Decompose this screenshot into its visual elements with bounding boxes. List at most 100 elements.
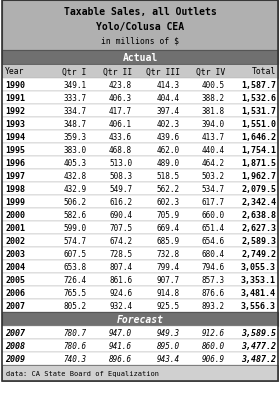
Text: 780.6: 780.6: [64, 341, 87, 350]
Text: 674.2: 674.2: [109, 237, 132, 245]
Text: 924.6: 924.6: [109, 288, 132, 297]
Text: 1993: 1993: [5, 120, 25, 129]
Text: 2,589.3: 2,589.3: [241, 237, 276, 245]
Text: Year: Year: [5, 67, 25, 76]
Text: 2008: 2008: [5, 341, 25, 350]
Text: 439.6: 439.6: [157, 133, 180, 142]
Text: 1994: 1994: [5, 133, 25, 142]
Bar: [2, 339, 278, 352]
Bar: [2, 118, 278, 131]
Text: 794.6: 794.6: [202, 262, 225, 271]
Text: 334.7: 334.7: [64, 107, 87, 116]
Text: 914.8: 914.8: [157, 288, 180, 297]
Bar: [2, 144, 278, 157]
Text: 1992: 1992: [5, 107, 25, 116]
Bar: [2, 209, 278, 221]
Text: 2007: 2007: [5, 301, 25, 310]
Text: 3,556.3: 3,556.3: [241, 301, 276, 310]
Text: 1,531.7: 1,531.7: [241, 107, 276, 116]
Text: 912.6: 912.6: [202, 328, 225, 337]
Text: 503.2: 503.2: [202, 172, 225, 180]
Text: 599.0: 599.0: [64, 223, 87, 233]
Text: 2004: 2004: [5, 262, 25, 271]
Bar: [2, 221, 278, 235]
Text: 349.1: 349.1: [64, 81, 87, 90]
Text: 333.7: 333.7: [64, 94, 87, 103]
Text: 388.2: 388.2: [202, 94, 225, 103]
Text: Qtr IV: Qtr IV: [196, 67, 225, 76]
Text: 1996: 1996: [5, 159, 25, 168]
Text: 680.4: 680.4: [202, 249, 225, 258]
Text: 602.3: 602.3: [157, 198, 180, 207]
Text: 468.8: 468.8: [109, 146, 132, 155]
Text: 893.2: 893.2: [202, 301, 225, 310]
Text: 896.6: 896.6: [109, 354, 132, 363]
Text: 1,962.7: 1,962.7: [241, 172, 276, 180]
Text: Yolo/Colusa CEA: Yolo/Colusa CEA: [96, 22, 184, 32]
Text: 925.5: 925.5: [157, 301, 180, 310]
Text: 1991: 1991: [5, 94, 25, 103]
Text: 1,532.6: 1,532.6: [241, 94, 276, 103]
Text: 654.6: 654.6: [202, 237, 225, 245]
Text: Taxable Sales, all Outlets: Taxable Sales, all Outlets: [64, 7, 216, 17]
Text: 861.6: 861.6: [109, 275, 132, 284]
Text: 617.7: 617.7: [202, 198, 225, 207]
Text: 433.6: 433.6: [109, 133, 132, 142]
Text: 947.0: 947.0: [109, 328, 132, 337]
Bar: [2, 286, 278, 299]
Text: 562.2: 562.2: [157, 184, 180, 194]
Bar: [2, 157, 278, 170]
Text: 3,481.4: 3,481.4: [241, 288, 276, 297]
Text: 2,749.2: 2,749.2: [241, 249, 276, 258]
Bar: [2, 299, 278, 312]
Bar: [2, 170, 278, 182]
Text: 651.4: 651.4: [202, 223, 225, 233]
Bar: [2, 105, 278, 118]
Text: 462.0: 462.0: [157, 146, 180, 155]
Text: 2007: 2007: [5, 328, 25, 337]
Text: 780.7: 780.7: [64, 328, 87, 337]
Bar: [2, 1, 278, 51]
Text: 406.1: 406.1: [109, 120, 132, 129]
Text: 397.4: 397.4: [157, 107, 180, 116]
Text: 728.5: 728.5: [109, 249, 132, 258]
Text: 1,754.1: 1,754.1: [241, 146, 276, 155]
Text: 508.3: 508.3: [109, 172, 132, 180]
Bar: [2, 131, 278, 144]
Text: Qtr III: Qtr III: [146, 67, 180, 76]
Text: data: CA State Board of Equalization: data: CA State Board of Equalization: [6, 370, 159, 376]
Text: 2002: 2002: [5, 237, 25, 245]
Text: 582.6: 582.6: [64, 211, 87, 219]
Text: 932.4: 932.4: [109, 301, 132, 310]
Text: 1,587.7: 1,587.7: [241, 81, 276, 90]
Text: 2,638.8: 2,638.8: [241, 211, 276, 219]
Text: 2003: 2003: [5, 249, 25, 258]
Text: 402.3: 402.3: [157, 120, 180, 129]
Text: 417.7: 417.7: [109, 107, 132, 116]
Bar: [2, 352, 278, 365]
Text: 2,079.5: 2,079.5: [241, 184, 276, 194]
Text: 405.3: 405.3: [64, 159, 87, 168]
Bar: [2, 51, 278, 65]
Text: 513.0: 513.0: [109, 159, 132, 168]
Text: 2,627.3: 2,627.3: [241, 223, 276, 233]
Text: 534.7: 534.7: [202, 184, 225, 194]
Text: 690.4: 690.4: [109, 211, 132, 219]
Text: 348.7: 348.7: [64, 120, 87, 129]
Bar: [2, 312, 278, 326]
Text: 2006: 2006: [5, 288, 25, 297]
Text: 906.9: 906.9: [202, 354, 225, 363]
Text: 3,055.3: 3,055.3: [241, 262, 276, 271]
Text: 506.2: 506.2: [64, 198, 87, 207]
Text: 660.0: 660.0: [202, 211, 225, 219]
Text: 726.4: 726.4: [64, 275, 87, 284]
Text: 1,871.5: 1,871.5: [241, 159, 276, 168]
Text: 3,353.1: 3,353.1: [241, 275, 276, 284]
Text: 406.3: 406.3: [109, 94, 132, 103]
Bar: [2, 79, 278, 92]
Text: 381.8: 381.8: [202, 107, 225, 116]
Text: 653.8: 653.8: [64, 262, 87, 271]
Text: 2,342.4: 2,342.4: [241, 198, 276, 207]
Text: 413.7: 413.7: [202, 133, 225, 142]
Bar: [2, 196, 278, 209]
